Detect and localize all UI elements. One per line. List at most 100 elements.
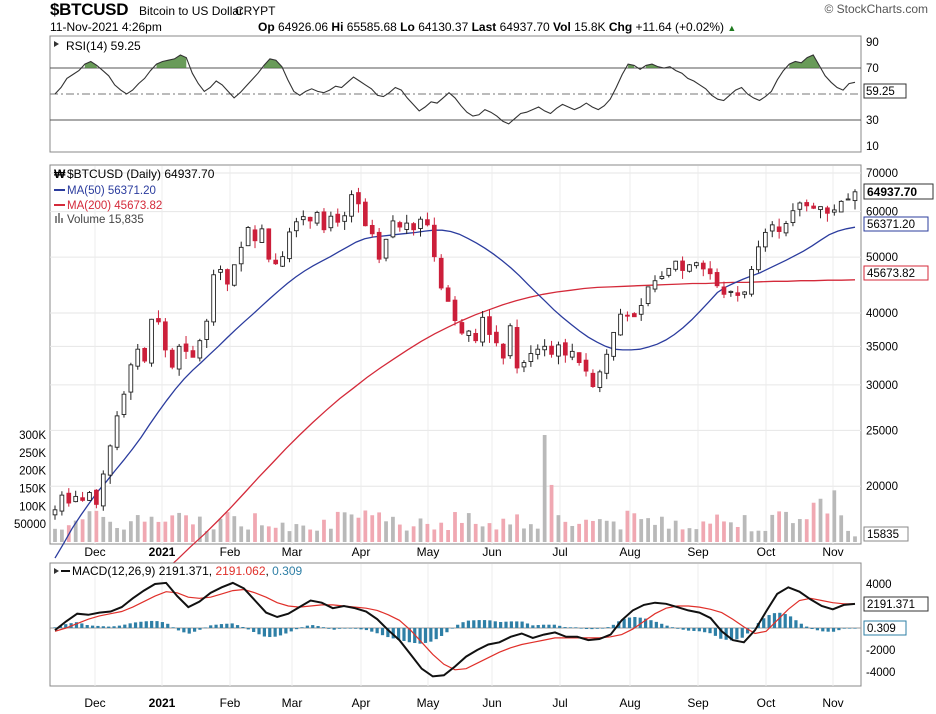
- rsi-tick-label: 10: [866, 141, 879, 153]
- volume-bar: [556, 515, 561, 542]
- candle-body: [707, 268, 713, 275]
- macd-hist-bar: [531, 625, 535, 628]
- candle-body: [811, 205, 816, 209]
- candle-body: [742, 291, 747, 295]
- macd-hist-bar: [316, 626, 320, 628]
- price-last-value: 64937.70: [867, 185, 917, 199]
- volume-bar: [142, 521, 147, 542]
- volume-bar: [211, 529, 216, 542]
- macd-hist-bar: [670, 627, 675, 628]
- macd-x-axis: Dec 2021 Feb Mar Apr May Jun Jul Aug Sep Oct Nov: [84, 696, 843, 710]
- x-label: Aug: [619, 696, 640, 710]
- candle-body: [425, 219, 430, 226]
- macd-hist-bar: [563, 627, 567, 628]
- candle-body: [273, 259, 279, 265]
- signal-legend-value: 2191.062: [215, 564, 265, 578]
- volume-bar: [611, 521, 616, 542]
- macd-hist-bar: [225, 623, 229, 628]
- price-last-tag: 64937.70: [863, 183, 934, 200]
- volume-bar: [218, 518, 223, 542]
- volume-bar: [191, 524, 195, 542]
- macd-hist-bar: [219, 624, 224, 628]
- candle-body: [652, 280, 658, 290]
- volume-value: 15.8K: [574, 20, 606, 34]
- macd-panel: 40002000-2000-4000 MACD(12,26,9) 2191.37…: [49, 562, 929, 710]
- macd-hist-bar: [332, 628, 336, 630]
- macd-hist-bar: [590, 628, 594, 630]
- macd-hist-bar: [654, 621, 658, 628]
- macd-hist-bar: [493, 621, 497, 628]
- volume-bar: [73, 520, 78, 542]
- macd-legend: MACD(12,26,9) 2191.371, 2191.062, 0.309: [72, 564, 303, 578]
- macd-hist-bar: [805, 626, 809, 628]
- x-label: Oct: [757, 696, 776, 710]
- candle-body: [776, 226, 782, 232]
- candle-body: [804, 202, 810, 207]
- macd-hist-bar: [456, 624, 460, 628]
- volume-bar: [832, 490, 837, 542]
- volume-bar: [80, 519, 85, 542]
- macd-hist-bar: [397, 628, 401, 640]
- volume-bar: [294, 524, 299, 542]
- macd-hist-bar: [305, 625, 309, 628]
- macd-hist-bar: [252, 628, 256, 632]
- x-label: Oct: [757, 545, 776, 559]
- ma200-legend: MA(200) 45673.82: [67, 200, 162, 212]
- candle-body: [438, 257, 444, 289]
- candle-body: [356, 192, 361, 205]
- open-label: Op: [258, 20, 275, 34]
- candle-body: [156, 318, 161, 323]
- low-value: 64130.37: [418, 20, 469, 34]
- candle-body: [197, 340, 203, 359]
- volume-bar: [266, 526, 271, 542]
- macd-hist-bar: [418, 628, 422, 644]
- candle-body: [107, 445, 113, 476]
- volume-bar: [156, 521, 161, 542]
- volume-bar: [673, 520, 678, 542]
- volume-last-value: 15835: [867, 529, 899, 541]
- candle-body: [797, 202, 803, 210]
- candle-body: [631, 313, 637, 318]
- macd-hist-bar: [848, 628, 852, 629]
- volume-bar: [701, 521, 706, 542]
- macd-hist-bar: [284, 628, 288, 634]
- volume-bar: [694, 529, 699, 542]
- price-tick-label: 25000: [866, 425, 898, 437]
- price-tick-label: 70000: [866, 168, 898, 180]
- macd-hist-bar: [735, 628, 739, 640]
- candle-body: [287, 231, 292, 260]
- rsi-panel: 9070503010 RSI(14) 59.25 59.25: [49, 35, 907, 153]
- brand-label[interactable]: © StockCharts.com: [824, 2, 928, 16]
- volume-bar: [356, 517, 361, 542]
- volume-bar: [53, 528, 57, 542]
- macd-hist-bar: [144, 621, 148, 628]
- volume-bar: [508, 524, 513, 542]
- macd-hist-bar: [203, 627, 207, 629]
- volume-bar: [804, 519, 809, 542]
- volume-last-tag: 15835: [863, 526, 909, 542]
- candle-body: [225, 269, 230, 285]
- candle-body: [321, 211, 327, 231]
- macd-legend-value: 2191.371: [159, 564, 209, 578]
- signal-line: [54, 588, 856, 671]
- change-up-arrow-icon: ▲: [727, 23, 737, 33]
- x-label: Apr: [352, 545, 371, 559]
- candle-body: [680, 260, 685, 271]
- candle-body: [94, 489, 99, 505]
- macd-hist-bar: [837, 628, 841, 631]
- volume-tick-label: 150K: [19, 484, 46, 496]
- macd-hist-bar: [488, 620, 492, 628]
- ma50-last-tag: 56371.20: [863, 216, 929, 232]
- candle-body: [687, 264, 692, 272]
- x-label: 2021: [149, 545, 176, 559]
- candle-body: [597, 371, 603, 388]
- macd-hist-bar: [574, 627, 578, 628]
- candle-body: [604, 353, 610, 374]
- volume-bar: [184, 515, 188, 542]
- macd-hist-bar: [815, 628, 820, 631]
- candle-body: [231, 264, 237, 286]
- macd-tick-label: -2000: [866, 645, 895, 657]
- macd-hist-bar: [90, 625, 95, 628]
- volume-bar: [515, 514, 519, 542]
- candle-body: [514, 327, 520, 369]
